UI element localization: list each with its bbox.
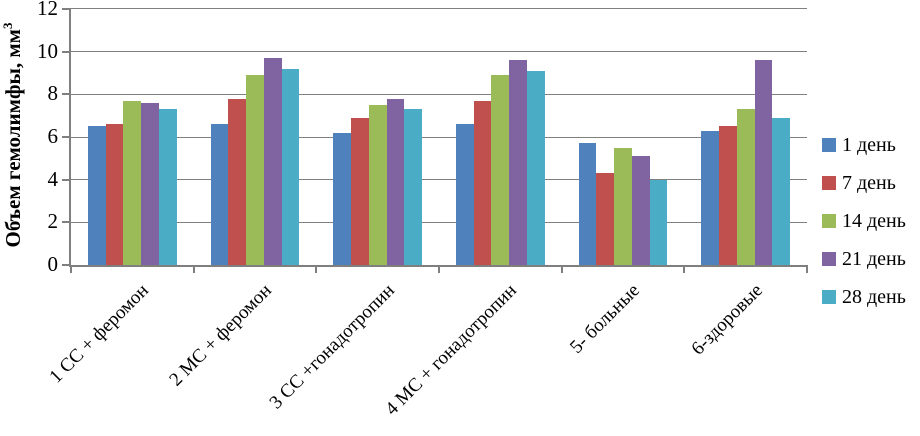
y-axis-title-superscript: 3	[0, 22, 15, 30]
bar	[491, 75, 510, 265]
gridline	[71, 221, 807, 223]
gridline	[71, 51, 807, 53]
y-tick-label: 8	[47, 81, 59, 106]
y-tick-label: 12	[37, 0, 58, 20]
bar	[158, 109, 177, 265]
bar	[263, 58, 282, 265]
y-tick-mark	[62, 8, 71, 10]
plot-area	[62, 8, 808, 273]
x-category-label: 3 СС +гонадотропин	[265, 280, 399, 414]
legend-label: 21 день	[842, 247, 906, 270]
x-tick-mark	[560, 265, 563, 273]
bar	[141, 102, 159, 265]
x-category-label: 4 МС + гонадотропин	[381, 280, 522, 420]
bar	[701, 130, 720, 265]
x-tick-mark	[438, 265, 440, 273]
y-tick-mark	[62, 178, 71, 181]
legend: 1 день 7 день 14 день 21 день 28 день	[822, 134, 906, 324]
y-tick-mark	[62, 264, 71, 266]
legend-label: 7 день	[842, 171, 896, 194]
bar	[246, 75, 264, 265]
legend-swatch	[822, 290, 836, 304]
y-tick-mark	[62, 93, 71, 96]
legend-swatch	[822, 176, 836, 190]
y-tick-label: 4	[47, 166, 59, 191]
bar	[736, 109, 755, 265]
x-category-label: 5- больные	[566, 280, 644, 358]
bar	[526, 70, 545, 265]
bar	[473, 100, 492, 265]
x-tick-mark	[192, 265, 195, 273]
bar	[210, 124, 229, 265]
bar	[754, 60, 773, 265]
bar	[228, 98, 247, 265]
bar	[404, 109, 422, 265]
y-tick-mark	[62, 136, 71, 138]
legend-swatch	[822, 138, 836, 152]
x-tick-mark	[315, 265, 318, 273]
bar	[105, 124, 124, 265]
legend-item: 7 день	[822, 172, 906, 194]
bar	[596, 173, 615, 265]
bar	[649, 179, 668, 265]
x-tick-mark	[683, 265, 686, 273]
legend-swatch	[822, 252, 836, 266]
bar	[386, 98, 405, 265]
legend-swatch	[822, 214, 836, 228]
legend-item: 14 день	[822, 210, 906, 232]
y-tick-label: 10	[37, 38, 58, 63]
x-tick-mark	[806, 265, 808, 273]
legend-item: 1 день	[822, 134, 906, 156]
bar	[719, 126, 737, 265]
y-tick-label: 2	[47, 209, 59, 234]
x-category-label: 6-здоровые	[687, 280, 767, 360]
bar	[281, 68, 300, 265]
bar	[772, 117, 790, 265]
legend-item: 21 день	[822, 248, 906, 270]
legend-label: 28 день	[842, 285, 906, 308]
legend-label: 1 день	[842, 133, 896, 156]
x-tick-mark	[70, 265, 72, 273]
bar	[123, 100, 142, 265]
legend-label: 14 день	[842, 209, 906, 232]
bar	[456, 124, 474, 265]
y-tick-label: 0	[47, 252, 59, 276]
bar	[333, 132, 352, 265]
y-tick-label: 6	[47, 124, 59, 148]
y-tick-mark	[62, 50, 71, 53]
y-tick-mark	[62, 221, 71, 224]
legend-item: 28 день	[822, 286, 906, 308]
bar	[88, 126, 106, 265]
gridline	[71, 93, 807, 95]
bar	[578, 143, 597, 265]
gridline	[71, 179, 807, 181]
bar	[368, 105, 387, 265]
x-category-label: 2 МС + феромон	[165, 280, 276, 391]
bar	[614, 147, 632, 265]
bar	[351, 117, 369, 265]
gridline	[71, 136, 807, 138]
bar	[631, 156, 650, 265]
bar	[509, 60, 527, 265]
